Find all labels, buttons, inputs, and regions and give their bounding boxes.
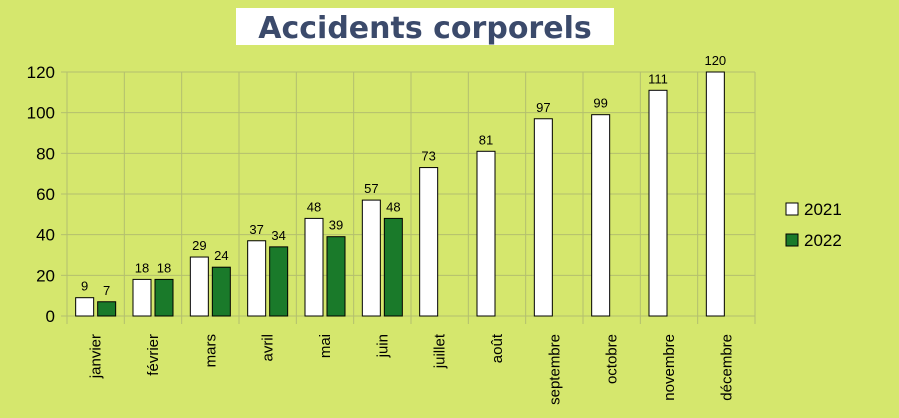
data-label: 18 [157,260,171,275]
y-tick-label: 40 [36,226,55,245]
data-label: 57 [364,181,378,196]
data-label: 48 [307,199,321,214]
bar [705,71,725,317]
bar [132,278,152,317]
data-label: 34 [271,228,285,243]
y-tick-label: 60 [36,185,55,204]
data-label: 97 [536,100,550,115]
x-tick-label: juin [374,334,391,358]
bar [154,278,174,317]
x-tick-label: septembre [546,334,563,405]
data-label: 18 [135,260,149,275]
bar [304,217,324,317]
x-tick-label: octobre [604,334,621,384]
bar [247,240,267,317]
y-tick-label: 80 [36,144,55,163]
x-tick-label: juillet [432,333,449,369]
x-tick-label: août [489,333,506,363]
bar [97,301,117,317]
data-label: 99 [593,96,607,111]
data-label: 7 [103,283,110,298]
data-label: 37 [249,222,263,237]
data-label: 81 [479,132,493,147]
legend-label: 2021 [804,200,842,219]
bar [383,217,403,317]
data-label: 9 [81,279,88,294]
legend-swatch [785,233,799,247]
bar [361,199,381,317]
bar [419,167,439,317]
chart-title: Accidents corporels [258,11,591,46]
data-label: 120 [704,53,726,68]
x-tick-label: mai [317,334,334,358]
title-box [236,8,614,45]
bar [648,89,668,317]
x-tick-label: novembre [661,334,678,401]
y-tick-label: 20 [36,266,55,285]
legend-label: 2022 [804,231,842,250]
x-tick-label: février [145,334,162,376]
data-label: 73 [421,149,435,164]
x-tick-label: avril [260,334,277,362]
bar [591,114,611,317]
bar [269,246,289,317]
bar [476,150,496,317]
bar [211,266,231,317]
data-label: 24 [214,248,228,263]
legend-swatch [785,202,799,216]
x-tick-label: mars [202,334,219,367]
data-label: 39 [329,218,343,233]
bar [75,297,95,317]
y-tick-label: 100 [27,104,55,123]
bar [189,256,209,317]
x-tick-label: décembre [718,334,735,401]
data-label: 48 [386,199,400,214]
bar [326,236,346,317]
y-tick-label: 0 [46,307,55,326]
data-label: 29 [192,238,206,253]
y-tick-label: 120 [27,63,55,82]
bar [533,118,553,317]
x-tick-label: janvier [88,334,105,379]
data-label: 111 [648,71,668,86]
